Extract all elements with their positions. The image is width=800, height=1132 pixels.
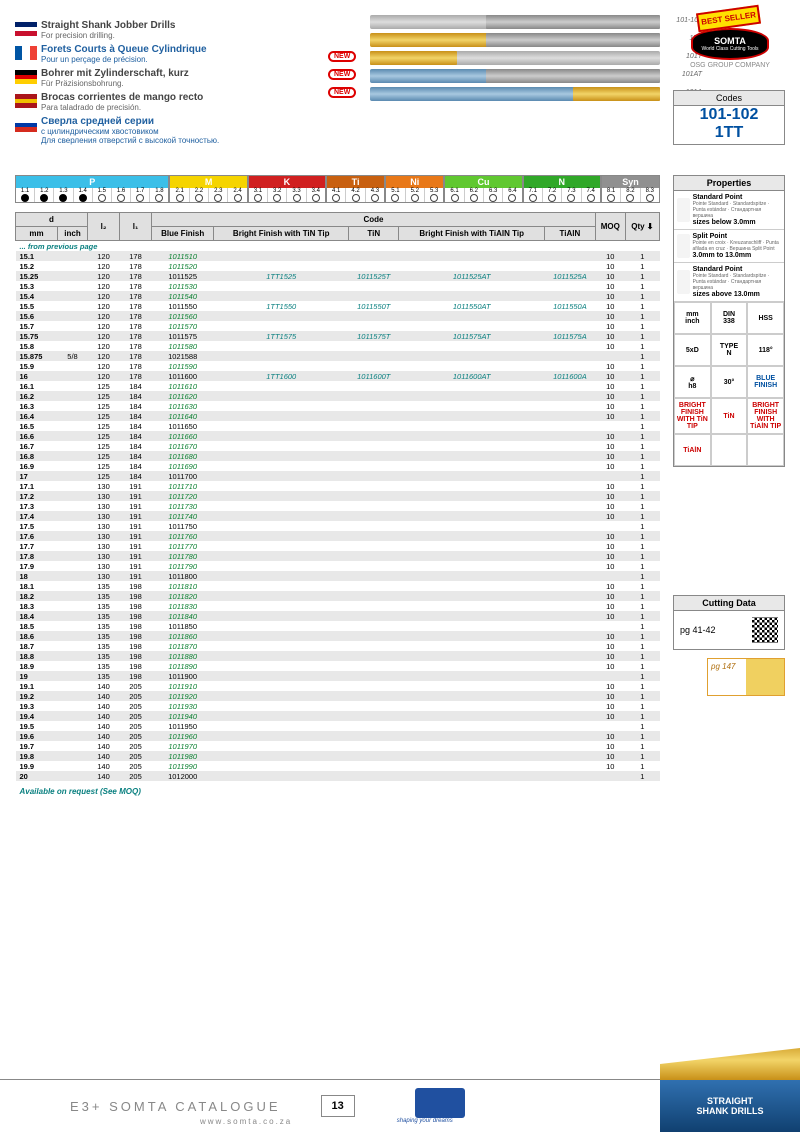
page-footer: E3+ SOMTA CATALOGUE www.somta.co.za 13 s… (0, 1080, 800, 1132)
th-l1: l₁ (120, 213, 152, 241)
th-mm: mm (16, 227, 58, 241)
somta-logo: SOMTAWorld Class Cutting Tools (691, 28, 768, 60)
th-tin: TiN (349, 227, 399, 241)
th-tialn: TiAlN (544, 227, 595, 241)
properties-header: Properties (674, 176, 784, 191)
footer-catalogue: E3+ SOMTA CATALOGUE (70, 1099, 281, 1114)
product-titles: Straight Shank Jobber DrillsFor precisio… (15, 20, 345, 149)
th-inch: inch (58, 227, 88, 241)
codes-header: Codes (674, 91, 784, 106)
footer-url: www.somta.co.za (200, 1117, 292, 1126)
th-d: d (16, 213, 88, 227)
footer-section-title: STRAIGHTSHANK DRILLS (660, 1080, 800, 1132)
cutting-data-box: Cutting Data pg 41-42 (673, 595, 785, 650)
qr-icon (752, 617, 778, 643)
specifications-table: d l₂ l₁ Code MOQ Qty ⬇ mm inch Blue Fini… (15, 212, 660, 797)
osg-tagline: shaping your dreams (385, 1118, 465, 1124)
cutting-data-page: pg 41-42 (680, 625, 716, 635)
pg147-ref: pg 147 (707, 658, 785, 696)
th-qty: Qty ⬇ (625, 213, 659, 241)
badges: BEST SELLER SOMTAWorld Class Cutting Too… (675, 8, 785, 69)
th-bright-tialn: Bright Finish with TiAlN Tip (399, 227, 545, 241)
footer-page-number: 13 (321, 1095, 355, 1117)
osg-company: OSG GROUP COMPANY (675, 62, 785, 69)
codes-value: 101-1021TT (674, 106, 784, 144)
osg-logo-icon (415, 1088, 465, 1118)
codes-box: Codes 101-1021TT (673, 90, 785, 145)
material-categories: P1.11.21.31.41.51.61.71.8M2.12.22.32.4K3… (15, 175, 660, 203)
th-l2: l₂ (88, 213, 120, 241)
th-moq: MOQ (595, 213, 625, 241)
drill-images: 101-1021TT101TNEW101ATNEW101ANEW (370, 15, 660, 105)
properties-box: Properties Standard PointPointe Standard… (673, 175, 785, 467)
th-blue-finish: Blue Finish (152, 227, 214, 241)
cutting-data-header: Cutting Data (674, 596, 784, 611)
th-code: Code (152, 213, 596, 227)
th-bright-tin: Bright Finish with TiN Tip (214, 227, 349, 241)
